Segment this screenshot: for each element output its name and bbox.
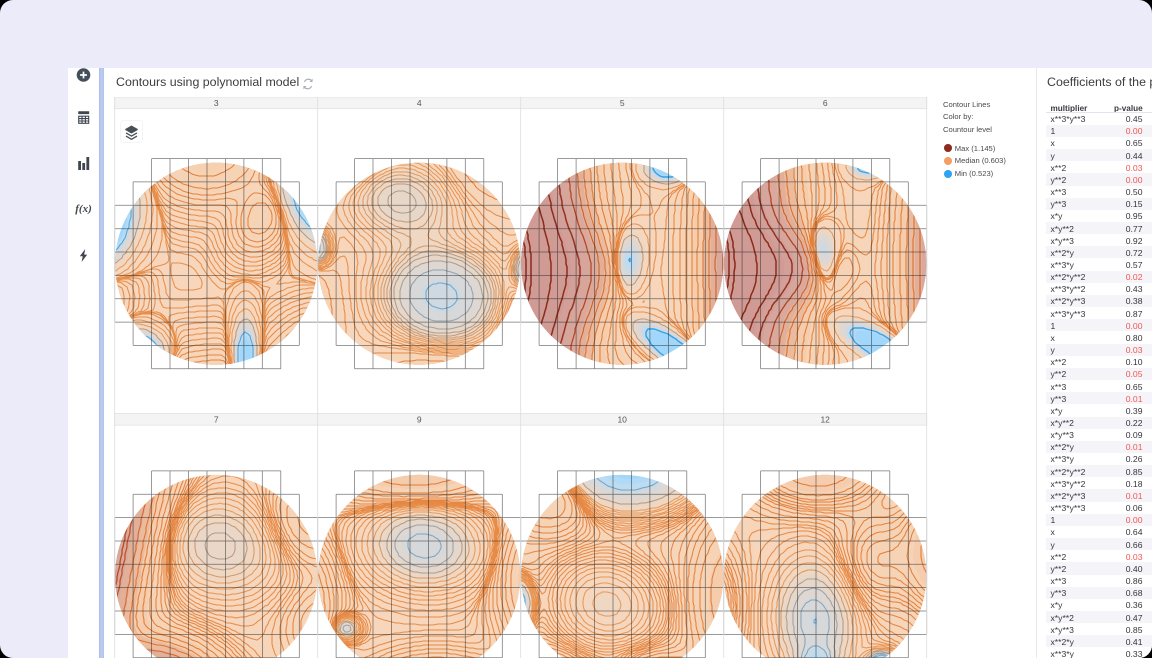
svg-text:10: 10 xyxy=(617,414,627,424)
svg-text:9: 9 xyxy=(417,414,422,424)
svg-text:12: 12 xyxy=(820,414,830,424)
svg-text:5: 5 xyxy=(620,98,625,108)
svg-text:4: 4 xyxy=(417,98,422,108)
svg-text:6: 6 xyxy=(823,98,828,108)
svg-text:7: 7 xyxy=(214,414,219,424)
svg-text:3: 3 xyxy=(214,98,219,108)
